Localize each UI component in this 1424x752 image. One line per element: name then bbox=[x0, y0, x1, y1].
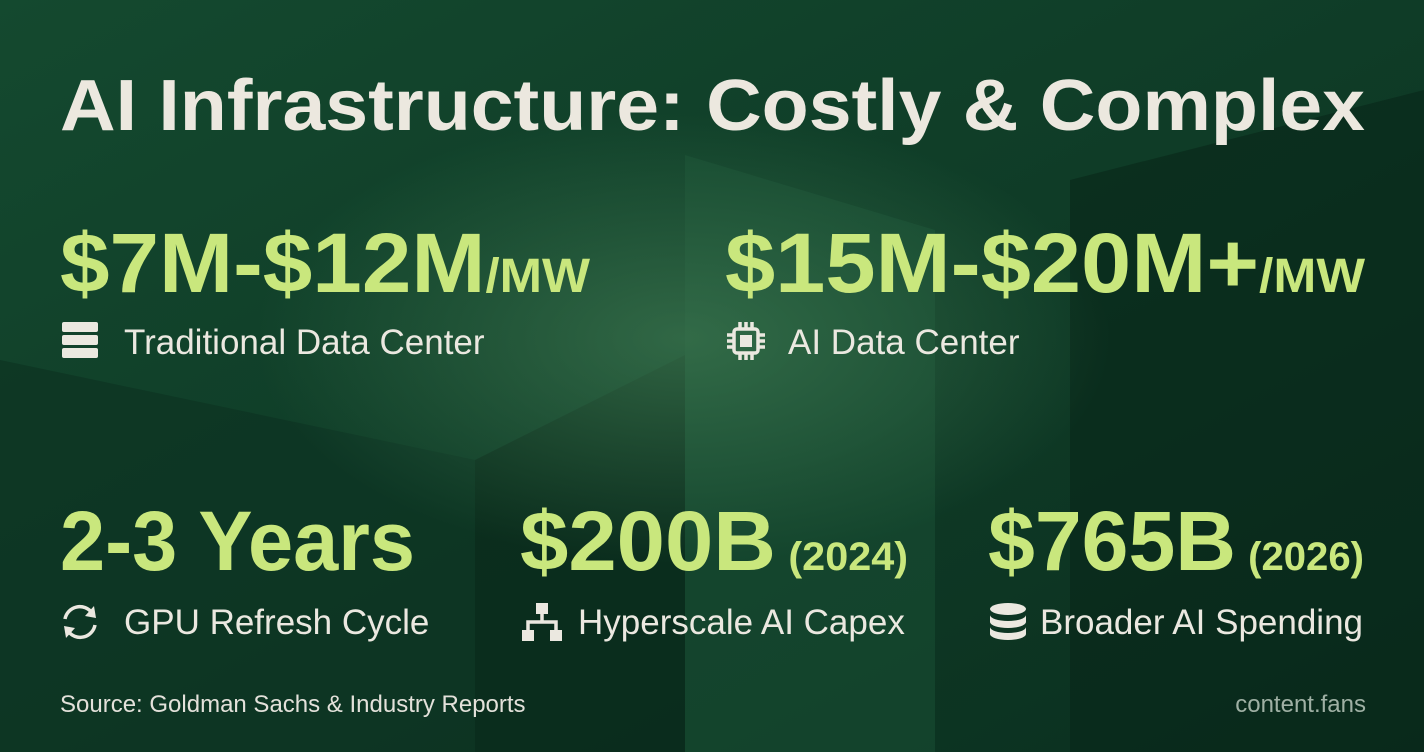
stat-value: $15M-$20M+/MW bbox=[725, 216, 1366, 310]
stat-label: Hyperscale AI Capex bbox=[578, 603, 905, 642]
stat-number: $15M-$20M+ bbox=[725, 216, 1259, 310]
chip-icon bbox=[727, 322, 765, 360]
refresh-icon bbox=[63, 604, 97, 640]
stat-number: $200B bbox=[520, 494, 776, 588]
server-icon bbox=[62, 322, 98, 358]
stat-number: $7M-$12M bbox=[60, 216, 485, 310]
stat-number: $765B bbox=[988, 494, 1236, 588]
stat-value: $765B (2026) bbox=[988, 494, 1364, 588]
source: Source: Goldman Sachs & Industry Reports bbox=[60, 691, 526, 718]
hierarchy-icon bbox=[522, 603, 562, 641]
brand: content.fans bbox=[1235, 691, 1366, 718]
stat-unit: /MW bbox=[485, 250, 590, 303]
stat-label: Broader AI Spending bbox=[1040, 603, 1363, 642]
stat-unit: (2026) bbox=[1248, 535, 1364, 579]
stat-label: AI Data Center bbox=[788, 323, 1020, 362]
stat-unit: (2024) bbox=[788, 535, 908, 579]
stat-value: $7M-$12M/MW bbox=[60, 216, 591, 310]
stat-label: GPU Refresh Cycle bbox=[124, 603, 429, 642]
stat-label: Traditional Data Center bbox=[124, 323, 485, 362]
stat-unit: /MW bbox=[1259, 250, 1366, 303]
stat-value: 2-3 Years bbox=[60, 494, 415, 588]
database-icon bbox=[990, 603, 1026, 640]
title: AI Infrastructure: Costly & Complex bbox=[60, 66, 1365, 146]
stat-value: $200B (2024) bbox=[520, 494, 908, 588]
